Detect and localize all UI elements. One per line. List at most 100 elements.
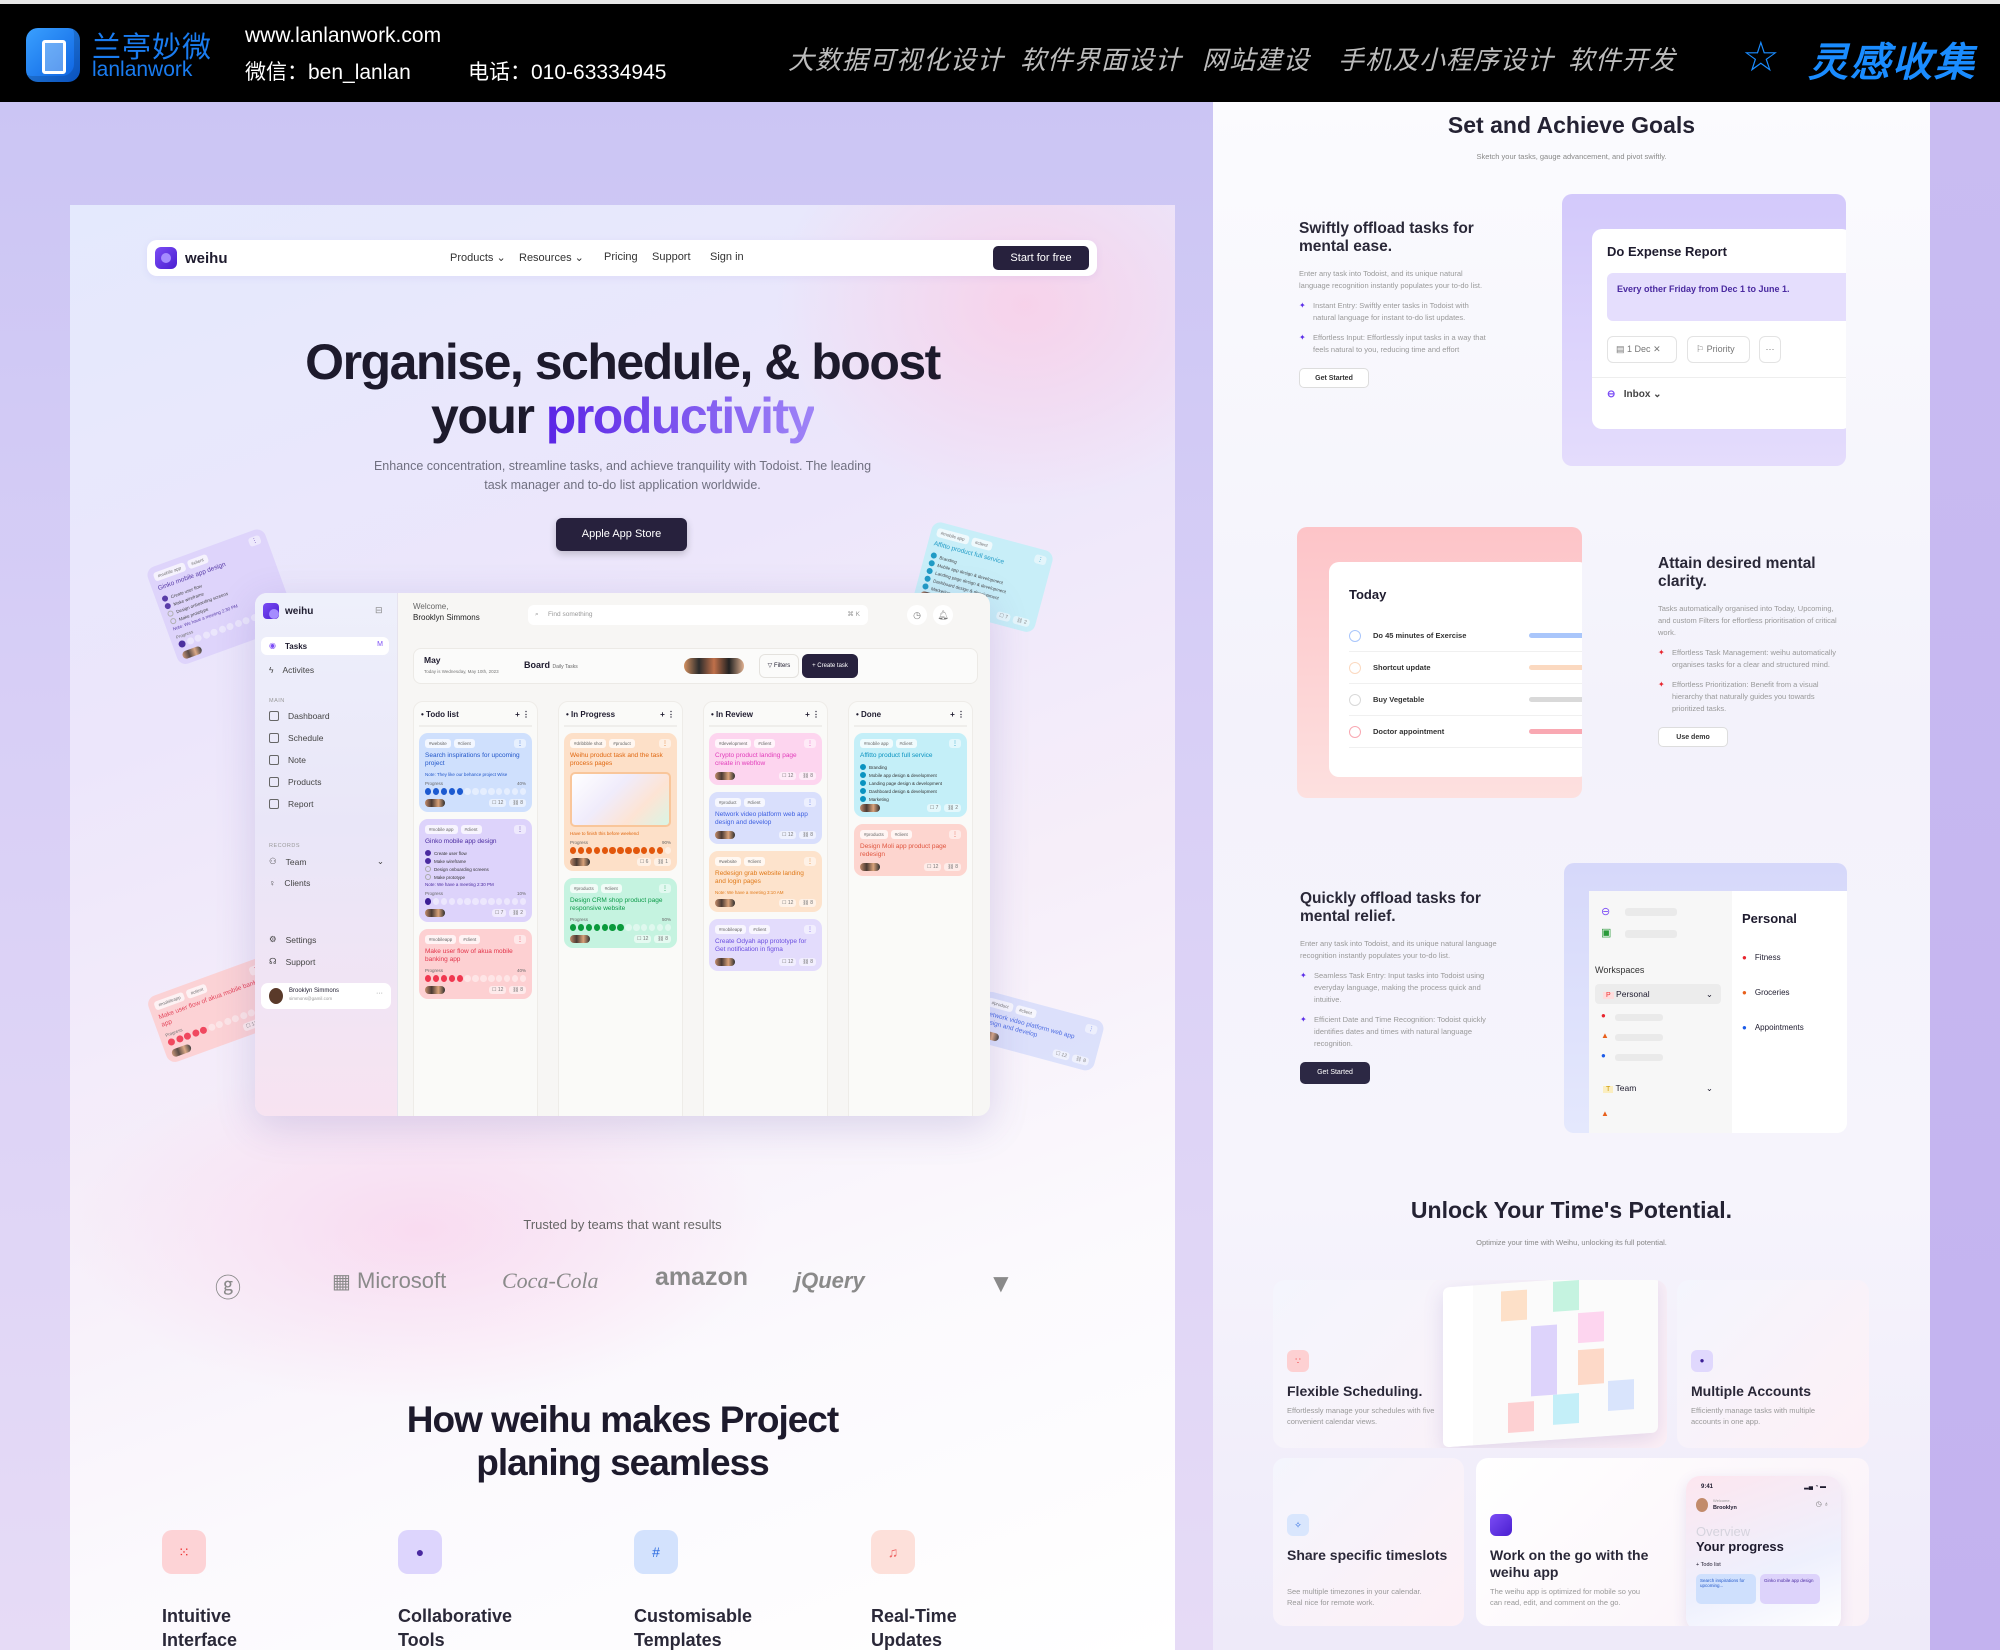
more-vertical-icon[interactable]: ⋮: [514, 825, 526, 834]
more-vertical-icon[interactable]: ⋮: [804, 925, 816, 934]
sidebar-item-support[interactable]: ☊ Support: [269, 956, 315, 967]
nav-software-ui[interactable]: 软件界面设计: [1020, 45, 1183, 75]
more-vertical-icon[interactable]: ⋮: [804, 739, 816, 748]
sidebar-item-dashboard[interactable]: Dashboard: [269, 711, 330, 721]
workspace-personal[interactable]: P Personal ⌄: [1595, 984, 1721, 1004]
checklist-item[interactable]: Make prototype: [425, 874, 526, 880]
checklist-item[interactable]: Create user flow: [425, 850, 526, 856]
task-card[interactable]: #mobile app #client ⋮ Ginko mobile app desi…: [419, 819, 532, 922]
task-card[interactable]: #mobile app #client ⋮ Affitto product full …: [854, 733, 967, 817]
task-card[interactable]: #website #client ⋮ Search inspirations for …: [419, 733, 532, 812]
nav-mobile[interactable]: 手机及小程序设计: [1338, 45, 1555, 75]
user-profile-card[interactable]: Brooklyn Simmons simmons@gamil.com ···: [261, 983, 391, 1009]
today-task[interactable]: Buy Vegetable: [1349, 684, 1582, 716]
filters-button[interactable]: ▽ Filters: [759, 654, 799, 678]
task-card[interactable]: #product #client ⋮ Network video platform w…: [971, 989, 1106, 1073]
personal-project[interactable]: ● Groceries: [1742, 988, 1804, 997]
personal-project[interactable]: ● Fitness: [1742, 953, 1804, 962]
sidebar-item-report[interactable]: Report: [269, 799, 314, 809]
view-select[interactable]: Board Daily Tasks: [524, 660, 578, 670]
more-options-button[interactable]: ···: [1759, 336, 1781, 363]
today-task[interactable]: Do 45 minutes of Exercise: [1349, 620, 1582, 652]
add-icon[interactable]: + ⋮: [805, 710, 820, 719]
apple-app-store-button[interactable]: Apple App Store: [556, 518, 687, 551]
phone-task-card[interactable]: Ginko mobile app design: [1760, 1574, 1820, 1604]
more-vertical-icon[interactable]: ⋮: [247, 534, 262, 548]
more-vertical-icon[interactable]: ⋮: [659, 884, 671, 893]
sidebar-item-products[interactable]: Products: [269, 777, 322, 787]
sidebar-item-team[interactable]: ⚇ Team ⌄: [269, 856, 384, 867]
clock-icon[interactable]: ◷: [907, 605, 927, 625]
bell-icon[interactable]: ◷ ♁: [1815, 1501, 1829, 1508]
more-vertical-icon[interactable]: ⋮: [804, 798, 816, 807]
task-card[interactable]: #mobileapp#client ⋮Make user flow of akua…: [419, 929, 532, 999]
more-vertical-icon[interactable]: ⋮: [514, 935, 526, 944]
more-icon[interactable]: ···: [376, 990, 383, 997]
task-checkbox-icon[interactable]: [1349, 693, 1361, 706]
task-card[interactable]: #development #client ⋮ Crypto product landi…: [709, 733, 822, 785]
more-vertical-icon[interactable]: ⋮: [949, 830, 961, 839]
task-card[interactable]: #product #client ⋮ Network video platform w…: [709, 792, 822, 844]
create-task-button[interactable]: + Create task: [802, 654, 858, 678]
more-vertical-icon[interactable]: ⋮: [1033, 553, 1048, 566]
phone-task-card[interactable]: Search inspirations for upcoming...: [1696, 1574, 1756, 1604]
nav-website[interactable]: 网站建设: [1202, 45, 1311, 75]
add-icon[interactable]: + ⋮: [660, 710, 675, 719]
workspace-team[interactable]: T Team ⌄: [1595, 1083, 1721, 1093]
sidebar-item-tasks[interactable]: ◉ Tasks M: [261, 637, 389, 655]
date-chip[interactable]: ▤ 1 Dec ✕: [1607, 336, 1677, 363]
nav-data-visualization[interactable]: 大数据可视化设计: [788, 45, 1005, 75]
more-vertical-icon[interactable]: ⋮: [514, 739, 526, 748]
task-card[interactable]: #mobileapp #client ⋮ Create Odyah app proto…: [709, 919, 822, 971]
site-logo[interactable]: weihu: [155, 247, 228, 269]
get-started-button[interactable]: Get Started: [1299, 368, 1369, 388]
sidebar-item-activities[interactable]: ϟ Activites: [269, 665, 314, 675]
add-icon[interactable]: + ⋮: [515, 710, 530, 719]
task-checkbox-icon[interactable]: [1349, 629, 1361, 642]
website-link[interactable]: www.lanlanwork.com: [245, 24, 442, 47]
nav-resources[interactable]: Resources ⌄: [519, 251, 584, 264]
nav-products[interactable]: Products ⌄: [450, 251, 506, 264]
search-input[interactable]: ⌕ Find something ⌘ K: [528, 605, 868, 625]
task-card[interactable]: #website #client ⋮ Redesign grab website la…: [709, 851, 822, 912]
sidebar-item-schedule[interactable]: Schedule: [269, 733, 323, 743]
task-checkbox-icon[interactable]: [1349, 661, 1361, 674]
checklist-item[interactable]: Make wireframe: [425, 858, 526, 864]
today-task[interactable]: Shortcut update: [1349, 652, 1582, 684]
start-for-free-button[interactable]: Start for free: [993, 246, 1089, 270]
checklist-item[interactable]: Landing page design & development: [860, 780, 961, 786]
nav-sign-in[interactable]: Sign in: [710, 251, 744, 263]
task-checkbox-icon[interactable]: [1349, 725, 1361, 738]
nav-support[interactable]: Support: [652, 251, 691, 263]
inbox-select[interactable]: ⊖ Inbox ⌄: [1607, 389, 1662, 400]
inspiration-link[interactable]: 灵感收集: [1808, 41, 1976, 85]
checklist-item[interactable]: Marketing: [860, 796, 961, 802]
task-card[interactable]: #products #client ⋮ Design CRM shop product…: [564, 878, 677, 948]
close-icon[interactable]: ✕: [1653, 344, 1661, 354]
task-card[interactable]: #dribbble shot #product ⋮ Weihu product tas…: [564, 733, 677, 871]
use-demo-button[interactable]: Use demo: [1658, 727, 1728, 747]
today-task[interactable]: Doctor appointment: [1349, 716, 1582, 748]
nav-software-dev[interactable]: 软件开发: [1568, 45, 1677, 75]
unchecked-icon: [425, 866, 431, 872]
task-card[interactable]: #products #client ⋮ Design Moli app product…: [854, 824, 967, 876]
sidebar-item-note[interactable]: Note: [269, 755, 306, 765]
add-icon[interactable]: + ⋮: [950, 710, 965, 719]
bell-icon[interactable]: 🔔︎: [933, 605, 953, 625]
checklist-item[interactable]: Mobile app design & development: [860, 772, 961, 778]
more-vertical-icon[interactable]: ⋮: [1084, 1023, 1099, 1036]
member-avatars[interactable]: [684, 658, 744, 674]
sidebar-item-clients[interactable]: ♀ Clients: [269, 878, 310, 888]
more-vertical-icon[interactable]: ⋮: [659, 739, 671, 748]
get-started-button[interactable]: Get Started: [1300, 1062, 1370, 1084]
checklist-item[interactable]: Branding: [860, 764, 961, 770]
more-vertical-icon[interactable]: ⋮: [949, 739, 961, 748]
priority-chip[interactable]: ⚐ Priority: [1687, 336, 1750, 363]
more-vertical-icon[interactable]: ⋮: [804, 857, 816, 866]
checklist-item[interactable]: Dashboard design & development: [860, 788, 961, 794]
nav-pricing[interactable]: Pricing: [604, 251, 638, 263]
checklist-item[interactable]: Design onboarding screens: [425, 866, 526, 872]
sidebar-item-settings[interactable]: ⚙ Settings: [269, 934, 316, 945]
collapse-sidebar-icon[interactable]: ⊟: [375, 605, 383, 615]
personal-project[interactable]: ● Appointments: [1742, 1023, 1804, 1032]
